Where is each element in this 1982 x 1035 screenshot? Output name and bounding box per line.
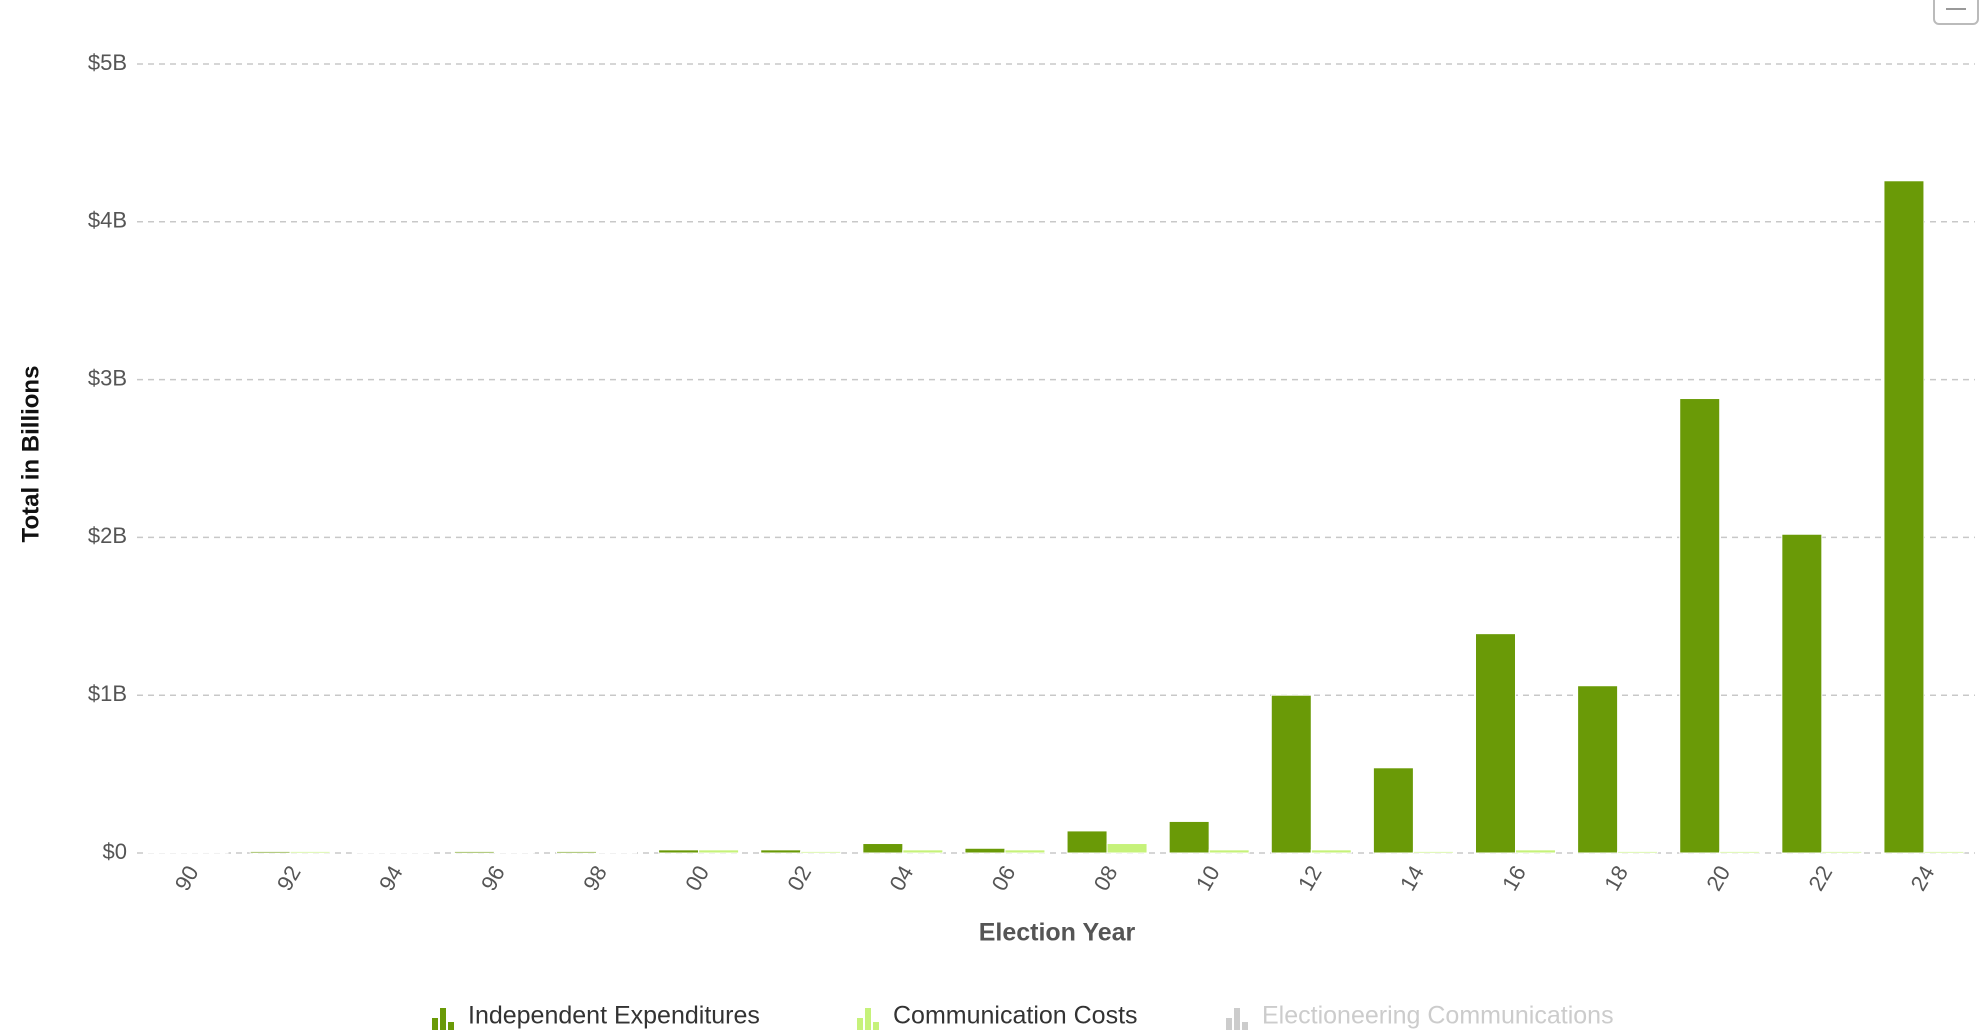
- bar: [800, 850, 842, 854]
- bar: [1475, 633, 1516, 854]
- x-tick-label: 20: [1701, 861, 1735, 895]
- legend-icon: [1242, 1022, 1248, 1030]
- x-tick-label: 92: [272, 861, 306, 895]
- bar: [1577, 685, 1619, 854]
- y-tick-label: $0: [103, 839, 127, 864]
- bar: [1412, 850, 1454, 854]
- x-tick-label: 24: [1906, 861, 1940, 895]
- bar: [351, 851, 393, 854]
- bar: [289, 850, 331, 854]
- bar: [1679, 398, 1721, 854]
- bar: [1883, 180, 1925, 854]
- bar: [698, 849, 740, 854]
- x-tick-label: 18: [1599, 861, 1633, 895]
- x-axis-title: Election Year: [979, 919, 1136, 947]
- legend-item[interactable]: Independent Expenditures: [432, 1002, 760, 1030]
- legend-icon: [865, 1008, 871, 1030]
- bar: [1310, 849, 1352, 854]
- bar: [964, 847, 1006, 854]
- legend-icon: [857, 1018, 863, 1030]
- legend-icon: [448, 1022, 454, 1030]
- x-tick-label: 02: [782, 861, 816, 895]
- y-tick-label: $2B: [88, 523, 127, 548]
- bar: [596, 851, 637, 854]
- y-tick-label: $1B: [88, 681, 127, 706]
- x-tick-label: 94: [374, 861, 408, 895]
- legend-label: Electioneering Communications: [1262, 1002, 1614, 1030]
- bar: [1004, 849, 1046, 854]
- x-tick-label: 00: [680, 861, 714, 895]
- legend-label: Communication Costs: [893, 1002, 1138, 1030]
- y-tick-label: $4B: [88, 208, 127, 233]
- bar: [1781, 533, 1823, 854]
- legend-icon: [1226, 1018, 1232, 1030]
- bar: [760, 849, 802, 854]
- bar: [1923, 850, 1965, 854]
- bar: [493, 851, 535, 854]
- legend-icon: [440, 1008, 446, 1030]
- bar: [1617, 850, 1659, 854]
- bar: [1821, 850, 1863, 854]
- x-tick-label: 14: [1395, 861, 1429, 895]
- legend-label: Independent Expenditures: [468, 1002, 760, 1030]
- bar: [1106, 843, 1148, 854]
- bar: [658, 849, 700, 854]
- bar: [1719, 850, 1761, 854]
- bar: [1270, 694, 1312, 854]
- legend-item[interactable]: Communication Costs: [857, 1002, 1138, 1030]
- bar: [902, 849, 944, 854]
- bar: [453, 850, 495, 854]
- x-tick-label: 16: [1497, 861, 1531, 895]
- x-tick-label: 22: [1803, 861, 1837, 895]
- x-tick-label: 12: [1293, 861, 1327, 895]
- bar: [147, 851, 189, 854]
- bar: [556, 850, 597, 854]
- bar: [1372, 767, 1414, 854]
- x-tick-label: 98: [578, 861, 612, 895]
- y-axis-title: Total in Billions: [17, 366, 44, 543]
- bar: [1066, 830, 1108, 854]
- bar: [1208, 849, 1250, 854]
- x-tick-label: 96: [476, 861, 510, 895]
- bar: [391, 851, 433, 854]
- bar: [1515, 849, 1556, 854]
- legend-item[interactable]: Electioneering Communications: [1226, 1002, 1614, 1030]
- bar: [862, 843, 904, 854]
- x-tick-label: 08: [1089, 861, 1123, 895]
- legend-icon: [873, 1022, 879, 1030]
- x-tick-label: 04: [884, 861, 918, 895]
- bar: [249, 850, 291, 854]
- legend-icon: [1234, 1008, 1240, 1030]
- legend-icon: [432, 1018, 438, 1030]
- collapse-button[interactable]: [1933, 0, 1979, 25]
- y-tick-label: $5B: [88, 50, 127, 75]
- bar: [1168, 820, 1210, 854]
- x-tick-label: 06: [987, 861, 1021, 895]
- x-tick-label: 90: [170, 861, 204, 895]
- y-tick-label: $3B: [88, 365, 127, 390]
- x-tick-label: 10: [1191, 861, 1225, 895]
